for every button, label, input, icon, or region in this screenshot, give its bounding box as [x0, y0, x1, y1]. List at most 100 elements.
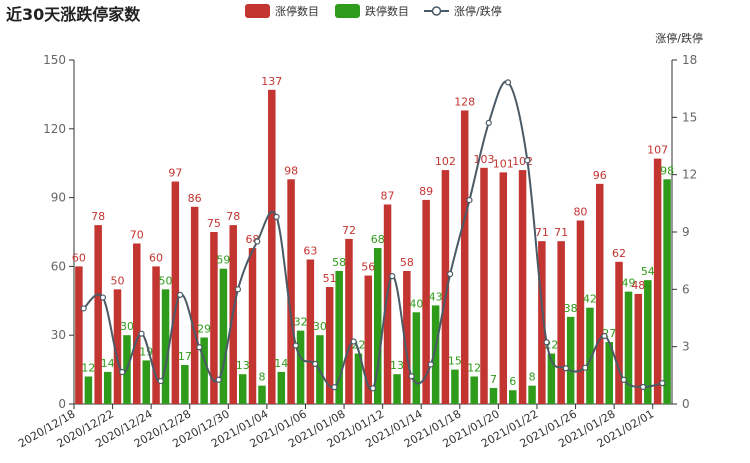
data-label-limit-up: 80: [573, 206, 587, 219]
data-label-limit-up: 78: [91, 210, 105, 223]
bar-limit-up: [133, 243, 141, 404]
data-label-limit-up: 137: [261, 75, 282, 88]
data-label-limit-down: 29: [197, 322, 211, 335]
ratio-point: [138, 330, 145, 337]
ratio-point: [157, 377, 164, 385]
legend-label-limit-up: 涨停数目: [275, 4, 319, 18]
data-label-limit-up: 56: [361, 261, 375, 274]
data-label-limit-up: 58: [400, 256, 414, 269]
ratio-point: [196, 344, 203, 351]
legend-swatch-limit-up: [245, 4, 270, 18]
legend-label-limit-down: 跌停数目: [365, 4, 409, 18]
data-label-limit-down: 54: [641, 265, 655, 278]
ratio-point: [562, 365, 570, 372]
bar-limit-up: [576, 220, 585, 404]
data-label-limit-up: 103: [473, 153, 494, 166]
ratio-point: [119, 368, 126, 376]
data-label-limit-up: 48: [631, 279, 645, 292]
y-right-axis-name: 涨停/跌停: [655, 31, 703, 45]
data-label-limit-down: 6: [509, 375, 516, 388]
data-label-limit-down: 7: [490, 373, 497, 386]
bar-limit-up: [383, 204, 392, 404]
data-label-limit-down: 17: [178, 350, 192, 363]
bar-limit-down: [238, 374, 247, 404]
data-label-limit-down: 30: [120, 320, 134, 333]
bar-limit-down: [624, 291, 633, 404]
data-label-limit-down: 8: [529, 371, 536, 384]
data-label-limit-down: 59: [216, 254, 230, 267]
data-label-limit-down: 43: [429, 290, 443, 303]
data-label-limit-down: 8: [259, 371, 266, 384]
data-label-limit-down: 32: [294, 316, 308, 329]
bar-limit-down: [586, 307, 594, 404]
data-label-limit-up: 86: [188, 192, 202, 205]
y-right-tick-label: 3: [682, 340, 690, 354]
data-label-limit-down: 15: [448, 355, 462, 368]
ratio-point: [215, 376, 222, 383]
bar-limit-up: [287, 179, 295, 404]
data-label-limit-down: 30: [313, 320, 327, 333]
ratio-point: [273, 213, 280, 221]
ratio-point: [601, 332, 608, 340]
bar-limit-down: [200, 337, 208, 404]
bar-limit-down: [663, 179, 671, 404]
y-right-tick-label: 0: [682, 397, 690, 411]
chart-title: 近30天涨跌停家数: [6, 5, 141, 24]
data-label-limit-up: 128: [454, 95, 475, 108]
bar-limit-up: [94, 225, 102, 404]
ratio-point: [427, 361, 434, 368]
data-label-limit-down: 14: [101, 357, 115, 370]
bar-limit-up: [248, 248, 257, 404]
ratio-point: [639, 383, 647, 391]
bar-limit-up: [364, 275, 372, 404]
data-label-limit-up: 72: [342, 224, 356, 237]
data-label-limit-down: 13: [236, 359, 250, 372]
data-label-limit-up: 78: [226, 210, 240, 223]
bar-limit-down: [84, 376, 93, 404]
data-label-limit-down: 38: [564, 302, 578, 315]
ratio-point: [524, 157, 531, 164]
data-label-limit-up: 71: [535, 226, 549, 239]
ratio-point: [659, 380, 666, 387]
ratio-point: [582, 364, 589, 371]
data-label-limit-up: 75: [207, 217, 221, 230]
bar-limit-down: [374, 248, 382, 404]
ratio-point: [176, 291, 184, 298]
data-label-limit-down: 12: [81, 361, 95, 374]
legend-label-ratio: 涨停/跌停: [454, 4, 502, 18]
data-label-limit-up: 51: [323, 272, 337, 285]
ratio-point: [408, 373, 415, 380]
bar-limit-up: [480, 167, 488, 404]
y-right-tick-label: 18: [682, 53, 697, 67]
bar-limit-up: [499, 172, 508, 404]
bar-limit-up: [615, 261, 623, 404]
legend-swatch-limit-down: [335, 4, 360, 18]
bar-limit-up: [210, 232, 218, 404]
y-left-tick-label: 120: [43, 122, 66, 136]
bar-limit-up: [422, 199, 430, 404]
ratio-point: [80, 305, 87, 312]
data-label-limit-up: 71: [554, 226, 568, 239]
bar-limit-up: [595, 183, 604, 404]
ratio-point: [485, 119, 492, 126]
bar-limit-down: [335, 270, 343, 404]
data-label-limit-up: 63: [303, 245, 317, 258]
data-label-limit-up: 60: [149, 251, 163, 264]
bar-limit-down: [451, 369, 459, 404]
bar-limit-up: [441, 170, 450, 404]
bar-limit-up: [113, 289, 122, 404]
bar-limit-down: [219, 268, 228, 404]
y-left-tick-label: 60: [51, 259, 66, 273]
ratio-point: [620, 376, 627, 383]
bar-limit-up: [268, 89, 276, 405]
data-label-limit-down: 12: [467, 361, 481, 374]
legend-swatch-ratio-marker: [431, 6, 442, 16]
bar-limit-up: [403, 270, 411, 404]
bar-limit-up: [460, 110, 469, 404]
bar-limit-up: [653, 158, 662, 404]
data-label-limit-up: 102: [435, 155, 456, 168]
bar-limit-down: [431, 305, 440, 404]
y-left-tick-label: 30: [51, 328, 66, 342]
data-label-limit-up: 50: [110, 274, 124, 287]
